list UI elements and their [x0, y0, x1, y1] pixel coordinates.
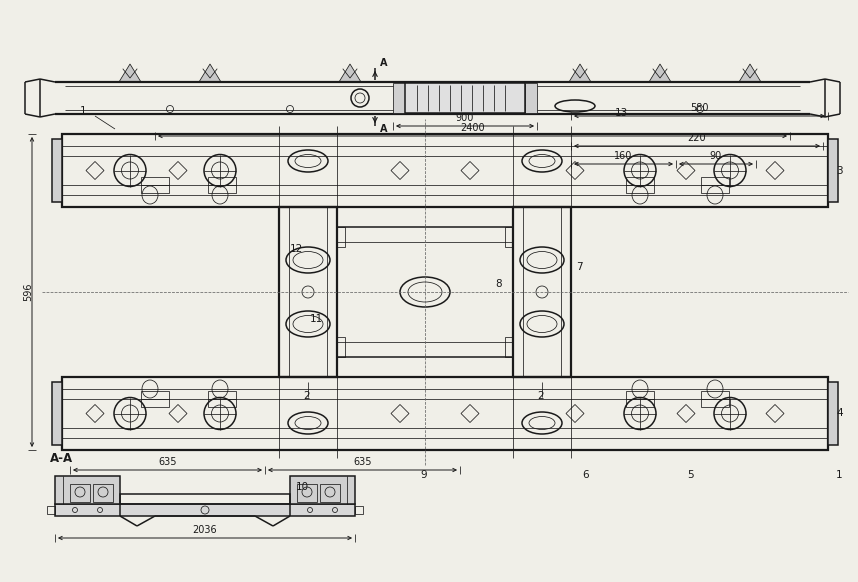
Text: 2: 2: [537, 391, 544, 401]
Bar: [505, 227, 513, 247]
Bar: [52, 139, 62, 202]
Text: 635: 635: [158, 457, 177, 467]
Bar: [120, 494, 290, 504]
Bar: [47, 506, 55, 514]
Bar: [393, 83, 405, 113]
Text: 2: 2: [303, 391, 310, 401]
Text: 13: 13: [615, 108, 628, 118]
Bar: [320, 484, 340, 502]
Polygon shape: [649, 64, 671, 82]
Text: 596: 596: [23, 283, 33, 301]
Bar: [55, 476, 120, 504]
Text: 2036: 2036: [193, 525, 217, 535]
Bar: [525, 83, 537, 113]
Text: 7: 7: [576, 262, 583, 272]
Bar: [93, 484, 113, 502]
Bar: [62, 377, 828, 450]
Polygon shape: [739, 64, 761, 82]
Text: 3: 3: [836, 165, 843, 176]
Text: 4: 4: [836, 409, 843, 418]
Bar: [279, 207, 337, 377]
Text: 580: 580: [690, 103, 709, 113]
Text: 9: 9: [420, 470, 426, 480]
Text: 11: 11: [310, 314, 323, 324]
Polygon shape: [569, 64, 591, 82]
Text: A: A: [380, 124, 388, 134]
Bar: [297, 484, 317, 502]
Text: 635: 635: [353, 457, 372, 467]
Bar: [55, 504, 355, 516]
Bar: [505, 337, 513, 357]
Bar: [828, 139, 838, 202]
Bar: [70, 484, 90, 502]
Bar: [513, 207, 571, 377]
Bar: [355, 506, 363, 514]
Bar: [208, 177, 236, 193]
Bar: [626, 177, 654, 193]
Bar: [405, 83, 525, 113]
Text: 8: 8: [495, 279, 502, 289]
Polygon shape: [119, 64, 141, 82]
Text: 5: 5: [687, 470, 693, 480]
Text: 12: 12: [290, 244, 303, 254]
Bar: [52, 382, 62, 445]
Bar: [701, 177, 729, 193]
Text: 6: 6: [582, 470, 589, 480]
Text: 2400: 2400: [460, 123, 485, 133]
Bar: [208, 391, 236, 407]
Text: 90: 90: [710, 151, 722, 161]
Bar: [337, 227, 345, 247]
Bar: [290, 476, 355, 504]
Text: 1: 1: [836, 470, 843, 480]
Bar: [828, 382, 838, 445]
Bar: [141, 391, 169, 407]
Text: 900: 900: [456, 113, 474, 123]
Bar: [337, 337, 345, 357]
Text: 220: 220: [688, 133, 706, 143]
Text: 10: 10: [296, 482, 309, 492]
Text: 1: 1: [80, 106, 87, 116]
Text: A: A: [380, 58, 388, 68]
Polygon shape: [199, 64, 221, 82]
Text: 160: 160: [614, 151, 632, 161]
Bar: [626, 391, 654, 407]
Bar: [141, 177, 169, 193]
Bar: [62, 134, 828, 207]
Polygon shape: [339, 64, 361, 82]
Text: A-A: A-A: [50, 452, 73, 465]
Bar: [701, 391, 729, 407]
